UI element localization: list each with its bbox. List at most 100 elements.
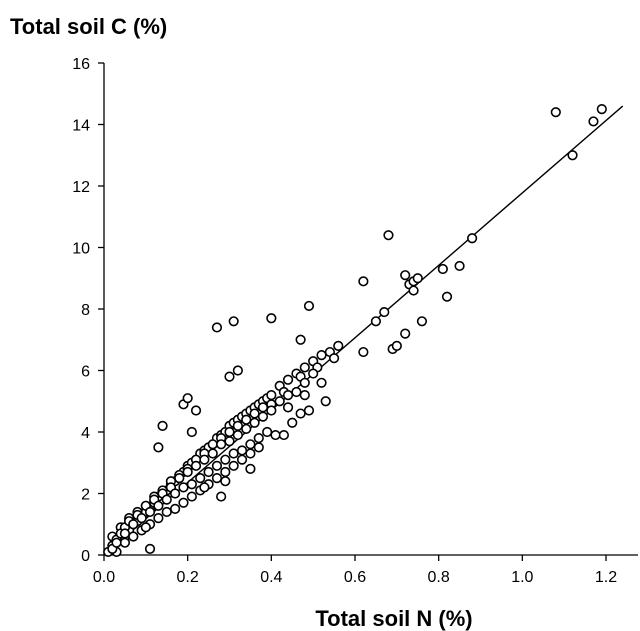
data-point [232,429,243,441]
data-point [467,233,478,244]
data-point [186,491,197,502]
data-point [567,150,578,161]
data-point [270,429,281,441]
data-point [295,408,306,419]
data-point [232,365,243,376]
x-axis-title: Total soil N (%) [315,606,472,631]
y-tick-label: 0 [81,548,90,565]
data-point [190,405,202,416]
data-point [400,328,411,339]
data-point [282,374,294,385]
data-point [182,393,193,404]
data-point [316,350,327,361]
y-tick-label: 14 [72,118,90,135]
data-point [416,316,428,327]
data-point [303,405,315,416]
data-point [232,420,243,431]
y-tick-label: 2 [81,487,90,504]
data-point [588,116,599,127]
y-axis-title: Total soil C (%) [10,14,167,39]
data-point [328,353,340,364]
data-point [128,531,139,542]
data-point [441,291,453,302]
data-point [136,512,147,524]
data-point [228,448,239,459]
data-point [207,439,218,450]
data-point [379,306,390,318]
data-point [400,270,411,281]
data-point [199,482,210,493]
data-point [299,390,310,401]
data-point [253,433,264,444]
data-point [224,436,235,447]
data-point [161,506,172,518]
data-point [178,497,189,508]
data-point [316,377,327,388]
data-point [186,479,197,490]
data-point [282,390,294,401]
data-point [224,426,235,438]
data-point [228,460,239,471]
data-point [170,503,181,514]
data-point [211,473,223,484]
data-point [249,408,260,419]
data-point [140,522,151,533]
data-point [437,263,448,275]
y-tick-label: 12 [72,179,90,196]
y-tick-label: 8 [81,302,90,319]
data-point [454,260,465,272]
data-point [358,276,369,287]
data-point [182,466,193,478]
data-points [103,104,607,558]
data-point [550,107,561,118]
x-tick-label: 1.0 [511,569,533,586]
data-point [199,454,210,465]
x-tick-label: 0.6 [344,569,366,586]
data-point [216,491,227,502]
data-point [370,316,382,327]
data-point [295,334,306,345]
data-point [170,488,181,499]
data-point [190,460,202,471]
data-point [245,439,256,450]
data-point [299,377,310,388]
data-point [144,543,156,554]
data-point [119,537,131,548]
data-point [262,426,273,438]
data-point [333,340,344,352]
data-point [257,411,269,422]
data-point [224,371,235,382]
x-tick-label: 0.4 [260,569,282,586]
data-point [257,402,269,413]
data-point [220,466,231,478]
data-point [308,368,319,379]
data-point [157,420,168,431]
y-tick-label: 4 [81,425,90,442]
y-tick-label: 16 [72,56,90,73]
data-point [408,285,419,296]
data-point [253,442,264,453]
x-tick-label: 0.0 [93,569,115,586]
data-point [320,396,331,407]
data-point [358,346,369,358]
data-point [266,313,277,324]
data-point [161,494,172,505]
data-point [274,396,285,407]
data-point [245,448,256,459]
data-point [153,442,164,453]
data-point [220,476,231,487]
data-point [220,454,231,465]
x-tick-label: 0.2 [177,569,199,586]
data-point [144,506,156,518]
data-point [303,300,315,312]
data-point [278,429,289,441]
ticks: 0 2 4 6 8 10 12 14 16 0.0 0.2 0.4 0.6 0.8 1.0 1.2 [72,56,617,586]
data-point [174,473,185,484]
data-point [266,405,277,416]
y-tick-label: 10 [72,241,90,258]
data-point [241,423,252,435]
data-point [236,454,248,465]
data-point [153,500,164,511]
data-point [391,340,402,352]
